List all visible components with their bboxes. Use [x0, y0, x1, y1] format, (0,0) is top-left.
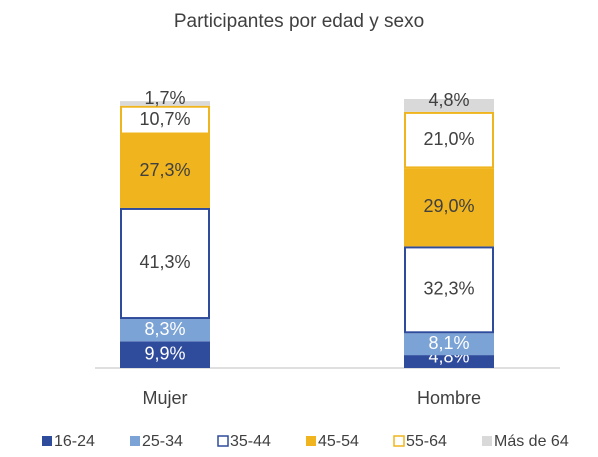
- x-tick-label: Mujer: [142, 388, 187, 408]
- legend-label: Más de 64: [494, 433, 569, 450]
- data-label: 21,0%: [423, 129, 474, 149]
- legend-marker: [217, 435, 229, 447]
- bar-segment: [404, 111, 494, 169]
- bar-segment: [120, 134, 210, 208]
- bar-segment: [120, 319, 210, 342]
- data-label: 29,0%: [423, 196, 474, 216]
- bar-segment: [404, 355, 494, 368]
- x-tick-label: Hombre: [417, 388, 481, 408]
- bar-segment: [404, 99, 494, 112]
- bar-segment: [404, 333, 494, 356]
- legend-marker: [393, 435, 405, 447]
- bar-segment: [120, 101, 210, 106]
- legend-label: 35-44: [230, 433, 271, 450]
- bar-segment: [120, 341, 210, 368]
- legend-marker: [306, 436, 316, 446]
- legend-label: 25-34: [142, 433, 183, 450]
- data-label: 1,7%: [144, 88, 185, 108]
- legend-label: 55-64: [406, 433, 447, 450]
- bar-segment: [120, 207, 210, 320]
- bar-segment: [404, 168, 494, 247]
- chart-title: Participantes por edad y sexo: [174, 11, 424, 32]
- legend-label: 45-54: [318, 433, 359, 450]
- data-label: 8,3%: [144, 319, 185, 339]
- data-label: 4,8%: [428, 90, 469, 110]
- data-label: 32,3%: [423, 279, 474, 299]
- data-label: 27,3%: [139, 160, 190, 180]
- legend-marker: [482, 436, 492, 446]
- data-label: 10,7%: [139, 109, 190, 129]
- legend-marker: [130, 436, 140, 446]
- data-label: 9,9%: [144, 343, 185, 363]
- data-label: 41,3%: [139, 252, 190, 272]
- legend-label: 16-24: [54, 433, 95, 450]
- legend-marker: [42, 436, 52, 446]
- data-label: 8,1%: [428, 333, 469, 353]
- bar-segment: [120, 105, 210, 135]
- bar-segment: [404, 246, 494, 334]
